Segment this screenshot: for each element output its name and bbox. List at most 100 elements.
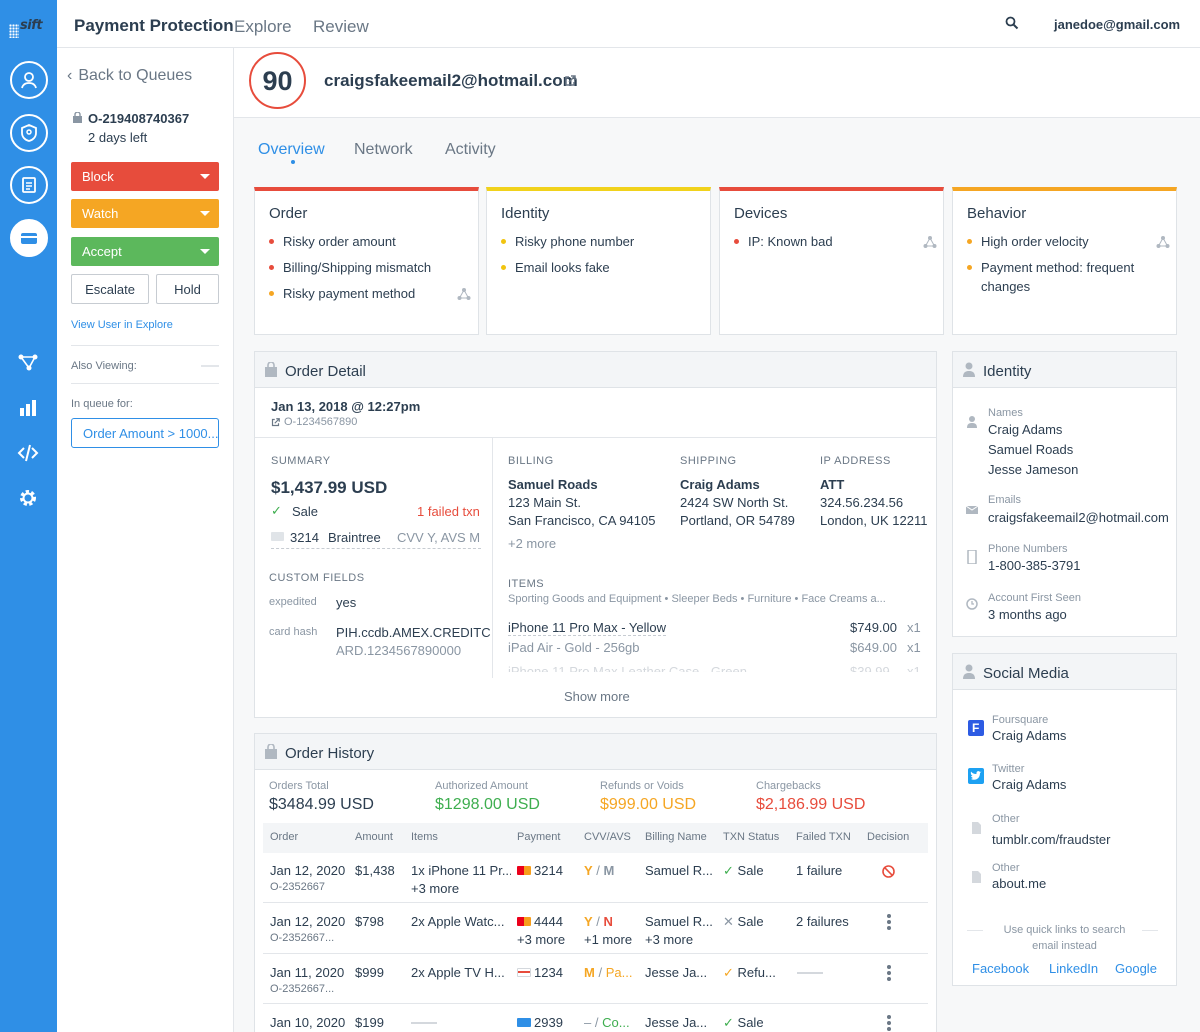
table-row[interactable]: Jan 12, 2020 O-2352667 $1,438 1x iPhone … <box>263 853 928 903</box>
tab-network[interactable]: Network <box>354 141 413 158</box>
top-bar: Payment Protection Explore Review janedo… <box>57 0 1200 48</box>
billing-name: Samuel Roads <box>508 477 598 492</box>
social-value[interactable]: Craig Adams <box>992 777 1067 792</box>
order-id-link[interactable]: O-1234567890 <box>284 416 358 428</box>
identity-email[interactable]: craigsfakeemail2@hotmail.com <box>988 510 1169 525</box>
row-items-more[interactable]: +3 more <box>411 881 460 896</box>
col-header[interactable]: Amount <box>355 831 393 843</box>
sift-logo[interactable]: sift <box>8 16 50 46</box>
names-label: Names <box>988 407 1023 419</box>
social-label: Other <box>992 862 1020 874</box>
lock-icon <box>73 112 82 123</box>
block-button[interactable]: Block <box>71 162 219 191</box>
col-header[interactable]: Decision <box>867 831 910 843</box>
bar-chart-icon[interactable] <box>17 397 39 419</box>
shield-icon[interactable] <box>10 114 48 152</box>
network-icon[interactable] <box>923 235 937 249</box>
row-cvv-more[interactable]: +1 more <box>584 932 633 947</box>
user-icon <box>963 664 975 679</box>
stat-label: Chargebacks <box>756 780 821 792</box>
row-payment: 2939 <box>517 1015 563 1030</box>
table-row[interactable]: Jan 12, 2020 O-2352667... $798 2x Apple … <box>263 903 928 954</box>
col-header[interactable]: TXN Status <box>723 831 780 843</box>
risk-score: 90 <box>249 52 306 109</box>
row-billing: Samuel R... <box>645 914 713 929</box>
ip-address: 324.56.234.56 <box>820 495 904 510</box>
show-more-button[interactable]: Show more <box>564 689 630 704</box>
network-icon[interactable] <box>17 351 39 373</box>
user-circle-icon[interactable] <box>10 61 48 99</box>
tab-activity[interactable]: Activity <box>445 141 496 158</box>
watch-button[interactable]: Watch <box>71 199 219 228</box>
row-cvv-avs: Y / N <box>584 914 613 929</box>
accept-button[interactable]: Accept <box>71 237 219 266</box>
table-row[interactable]: Jan 10, 2020 $199 2939 – / Co... Jesse J… <box>263 1004 928 1032</box>
back-to-queues-link[interactable]: ‹ Back to Queues <box>67 67 192 85</box>
identity-name[interactable]: Craig Adams <box>988 422 1063 437</box>
signal-item: Risky payment method <box>269 284 415 303</box>
first-seen-label: Account First Seen <box>988 592 1081 604</box>
item-name[interactable]: iPad Air - Gold - 256gb <box>508 640 640 655</box>
panel-title: Identity <box>983 363 1032 380</box>
queue-chip[interactable]: Order Amount > 1000... <box>71 418 219 448</box>
identity-name[interactable]: Samuel Roads <box>988 442 1074 457</box>
code-icon[interactable] <box>17 442 39 464</box>
col-header[interactable]: Payment <box>517 831 561 843</box>
external-link-icon[interactable] <box>564 75 576 87</box>
billing-more-link[interactable]: +2 more <box>508 536 557 551</box>
queue-sidebar: ‹ Back to Queues O-219408740367 2 days le… <box>57 48 234 1032</box>
document-icon <box>972 871 981 883</box>
identity-name[interactable]: Jesse Jameson <box>988 462 1079 477</box>
item-price: $649.00 <box>850 640 897 655</box>
col-header[interactable]: CVV/AVS <box>584 831 631 843</box>
col-header[interactable]: Items <box>411 831 438 843</box>
credit-card-icon[interactable] <box>10 219 48 257</box>
escalate-button[interactable]: Escalate <box>71 274 149 304</box>
social-value[interactable]: Craig Adams <box>992 728 1067 743</box>
row-order-id[interactable]: O-2352667... <box>270 932 335 944</box>
ip-location: London, UK 12211 <box>820 513 928 528</box>
nav-explore[interactable]: Explore <box>234 17 292 36</box>
external-link-icon[interactable] <box>271 418 280 427</box>
row-billing: Samuel R... <box>645 863 713 878</box>
table-row[interactable]: Jan 11, 2020 O-2352667... $999 2x Apple … <box>263 954 928 1004</box>
gear-icon[interactable] <box>17 487 39 509</box>
document-icon[interactable] <box>10 166 48 204</box>
more-options-icon[interactable] <box>887 914 891 930</box>
row-billing-more[interactable]: +3 more <box>645 932 694 947</box>
col-header[interactable]: Order <box>270 831 299 843</box>
row-payment-more[interactable]: +3 more <box>517 932 566 947</box>
more-options-icon[interactable] <box>887 965 891 981</box>
row-amount: $199 <box>355 1015 384 1030</box>
row-order-id[interactable]: O-2352667... <box>270 983 335 995</box>
linkedin-link[interactable]: LinkedIn <box>1049 961 1099 976</box>
tab-overview[interactable]: Overview <box>258 141 325 158</box>
more-options-icon[interactable] <box>887 1015 891 1031</box>
col-header[interactable]: Billing Name <box>645 831 707 843</box>
stat-value: $1298.00 USD <box>435 796 540 813</box>
item-name[interactable]: iPhone 11 Pro Max - Yellow <box>508 620 667 636</box>
user-email[interactable]: janedoe@gmail.com <box>1054 17 1181 32</box>
item-price: $39.99 <box>850 664 890 672</box>
empty-value <box>411 1022 437 1024</box>
network-icon[interactable] <box>457 287 471 301</box>
google-link[interactable]: Google <box>1115 961 1157 976</box>
divider <box>967 930 983 931</box>
identity-phone[interactable]: 1-800-385-3791 <box>988 558 1081 573</box>
phone-icon <box>967 550 977 564</box>
network-icon[interactable] <box>1156 235 1170 249</box>
col-header[interactable]: Failed TXN <box>796 831 851 843</box>
facebook-link[interactable]: Facebook <box>972 961 1030 976</box>
panel-title: Order History <box>285 745 375 762</box>
items-label: ITEMS <box>508 578 545 590</box>
social-label: Twitter <box>992 763 1025 775</box>
social-value[interactable]: about.me <box>992 876 1047 891</box>
row-order-id[interactable]: O-2352667 <box>270 881 326 893</box>
block-icon[interactable] <box>882 865 895 878</box>
social-value[interactable]: tumblr.com/fraudster <box>992 832 1111 847</box>
hold-button[interactable]: Hold <box>156 274 219 304</box>
row-billing: Jesse Ja... <box>645 1015 708 1030</box>
search-icon[interactable] <box>1005 16 1019 30</box>
view-user-link[interactable]: View User in Explore <box>71 319 173 331</box>
nav-review[interactable]: Review <box>313 17 369 36</box>
